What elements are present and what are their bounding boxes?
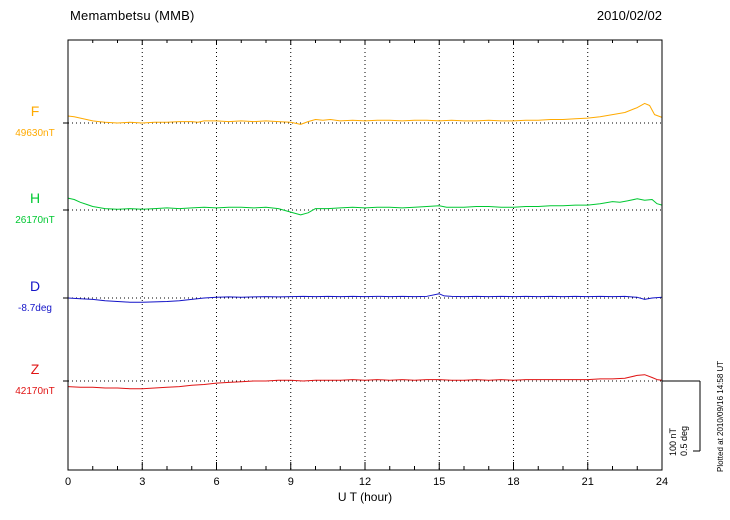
svg-text:9: 9 [288, 476, 294, 488]
svg-text:6: 6 [213, 476, 219, 488]
scale-bar-deg: 0.5 deg [679, 425, 689, 456]
component-letter-z: Z [30, 361, 40, 377]
observation-date: 2010/02/02 [596, 8, 662, 23]
scale-bar-label: 100 nT 0.5 deg [668, 426, 690, 456]
svg-text:18: 18 [507, 476, 519, 488]
component-baseline-h: 26170nT [15, 215, 55, 226]
component-label-z: Z 42170nT [6, 362, 64, 399]
component-baseline-d: -8.7deg [18, 303, 52, 314]
component-baseline-f: 49630nT [15, 128, 55, 139]
scale-bar-nt: 100 nT [668, 427, 678, 456]
svg-text:0: 0 [65, 476, 71, 488]
station-title: Memambetsu (MMB) [70, 8, 195, 23]
component-baseline-z: 42170nT [15, 386, 55, 397]
svg-text:21: 21 [582, 476, 594, 488]
component-letter-h: H [29, 190, 41, 206]
svg-text:3: 3 [139, 476, 145, 488]
plotted-at-text: Plotted at 2010/09/16 14:58 UT [716, 360, 725, 472]
component-label-f: F 49630nT [6, 104, 64, 141]
x-axis-label: U T (hour) [337, 490, 393, 504]
component-label-h: H 26170nT [6, 191, 64, 228]
component-letter-d: D [29, 278, 41, 294]
svg-text:12: 12 [359, 476, 371, 488]
component-letter-f: F [30, 103, 40, 119]
component-label-d: D -8.7deg [6, 279, 64, 316]
svg-text:15: 15 [433, 476, 445, 488]
svg-text:24: 24 [656, 476, 668, 488]
